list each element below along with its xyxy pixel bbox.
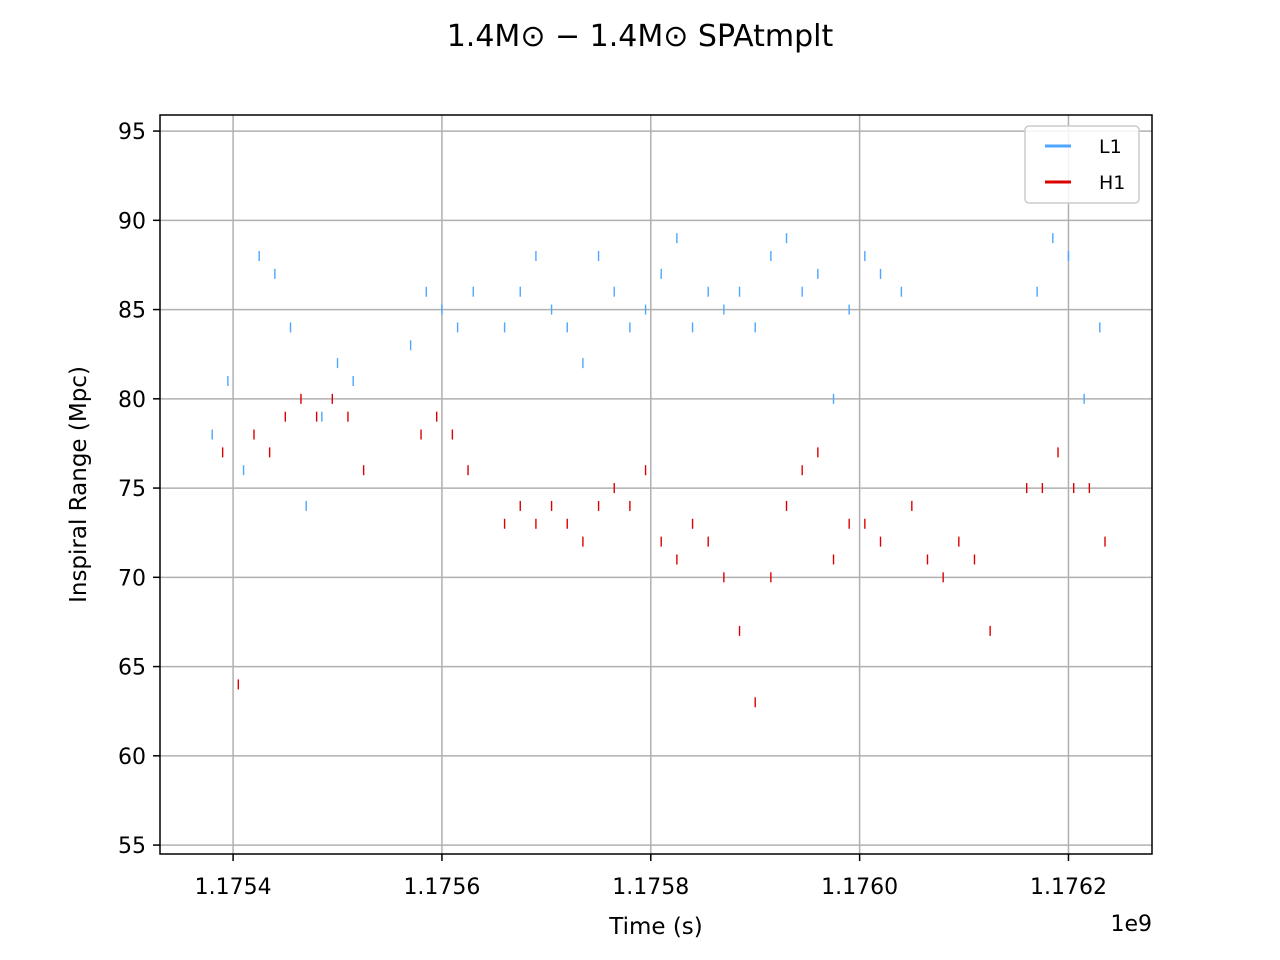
legend: L1 H1 [1024, 125, 1140, 204]
series-h1 [221, 393, 1106, 708]
y-tick-label: 60 [118, 745, 146, 770]
chart-title-group: 1.4M⊙ − 1.4M⊙ SPAtmplt [447, 19, 834, 54]
x-axis-label: Time (s) [608, 914, 703, 940]
y-tick-label: 85 [118, 299, 146, 324]
axis-ticks: 1.1754 1.1756 1.1758 1.1760 1.1762 55 60 65 70 75… [118, 120, 1107, 900]
x-tick-label: 1.1756 [403, 875, 480, 900]
x-tick-label: 1.1758 [612, 875, 689, 900]
x-tick-label: 1.1760 [821, 875, 898, 900]
y-tick-label: 90 [118, 209, 146, 234]
y-tick-label: 65 [118, 656, 146, 681]
y-tick-label: 70 [118, 566, 146, 591]
legend-label: L1 [1099, 136, 1122, 158]
y-tick-label: 95 [118, 120, 146, 145]
x-tick-label: 1.1754 [195, 875, 272, 900]
series-layer [211, 233, 1106, 708]
y-tick-label: 75 [118, 477, 146, 502]
legend-label: H1 [1099, 172, 1125, 194]
chart-title: 1.4M⊙ − 1.4M⊙ SPAtmplt [447, 19, 834, 54]
y-axis-label: Inspiral Range (Mpc) [66, 366, 92, 603]
x-tick-label: 1.1762 [1030, 875, 1107, 900]
series-l1 [211, 233, 1101, 511]
axis-labels: Time (s) 1e9 Inspiral Range (Mpc) [66, 366, 1152, 940]
y-tick-label: 55 [118, 834, 146, 859]
plot-frame [159, 114, 1153, 855]
y-tick-label: 80 [118, 388, 146, 413]
grid [160, 115, 1152, 854]
x-offset-label: 1e9 [1110, 912, 1152, 937]
